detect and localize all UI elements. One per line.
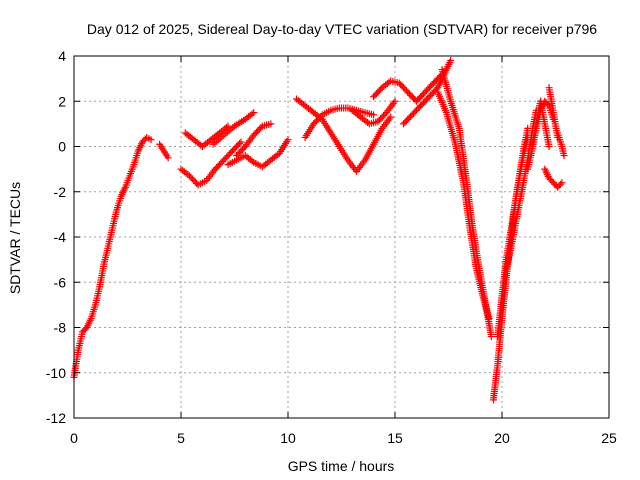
series-track-9: [301, 104, 378, 141]
series-track-3: [177, 138, 245, 189]
y-tick-label: -6: [54, 274, 67, 290]
data-points: [70, 57, 568, 404]
data-point: [267, 120, 275, 128]
x-tick-label: 25: [601, 430, 617, 446]
x-tick-label: 5: [177, 430, 185, 446]
chart-title: Day 012 of 2025, Sidereal Day-to-day VTE…: [87, 21, 597, 37]
series-track-19: [528, 97, 553, 150]
y-tick-label: -10: [46, 365, 66, 381]
x-axis-label: GPS time / hours: [288, 458, 395, 474]
series-track-22: [554, 129, 568, 160]
series-track-6: [233, 120, 275, 160]
data-point: [147, 136, 155, 144]
data-point: [235, 139, 243, 147]
data-point: [560, 152, 568, 160]
y-axis-label: SDTVAR / TECUs: [7, 182, 23, 294]
x-tick-label: 10: [280, 430, 296, 446]
x-tick-label: 0: [70, 430, 78, 446]
y-tick-label: -2: [54, 184, 67, 200]
data-point: [257, 124, 265, 132]
data-point: [237, 138, 245, 146]
series-track-1: [70, 133, 155, 381]
data-point: [250, 109, 258, 117]
data-point: [556, 180, 564, 188]
series-track-4: [181, 122, 232, 150]
data-point: [317, 112, 325, 120]
y-tick-label: -8: [54, 320, 67, 336]
data-point: [274, 151, 282, 159]
series-track-7: [224, 136, 292, 171]
series-track-11: [370, 70, 446, 105]
y-tick-label: -12: [46, 410, 66, 426]
x-tick-label: 20: [494, 430, 510, 446]
data-point: [164, 154, 172, 162]
series-track-2: [156, 140, 172, 162]
y-tick-label: 0: [58, 139, 66, 155]
data-point: [284, 136, 292, 144]
data-point: [485, 314, 493, 322]
series-track-14: [434, 88, 493, 322]
series-track-20: [541, 165, 566, 191]
series-track-10: [348, 97, 399, 128]
data-point: [545, 143, 553, 150]
x-tick-label: 15: [387, 430, 403, 446]
series-track-5: [209, 109, 258, 148]
data-point: [248, 110, 256, 118]
data-point: [487, 333, 495, 341]
data-point: [544, 100, 552, 108]
y-tick-label: 4: [58, 48, 66, 64]
data-point: [364, 119, 372, 127]
data-point: [387, 113, 395, 121]
data-point: [248, 157, 256, 165]
data-point: [447, 57, 455, 65]
data-point: [391, 97, 399, 105]
axis-ticks: 0 5 10 15 20 25 -12 -10 -8 -6 -4 -2 0 2 4: [46, 48, 617, 446]
data-point: [370, 111, 378, 119]
data-point: [385, 78, 393, 86]
y-tick-label: -4: [54, 229, 67, 245]
y-tick-label: 2: [58, 93, 66, 109]
data-point: [558, 179, 566, 187]
